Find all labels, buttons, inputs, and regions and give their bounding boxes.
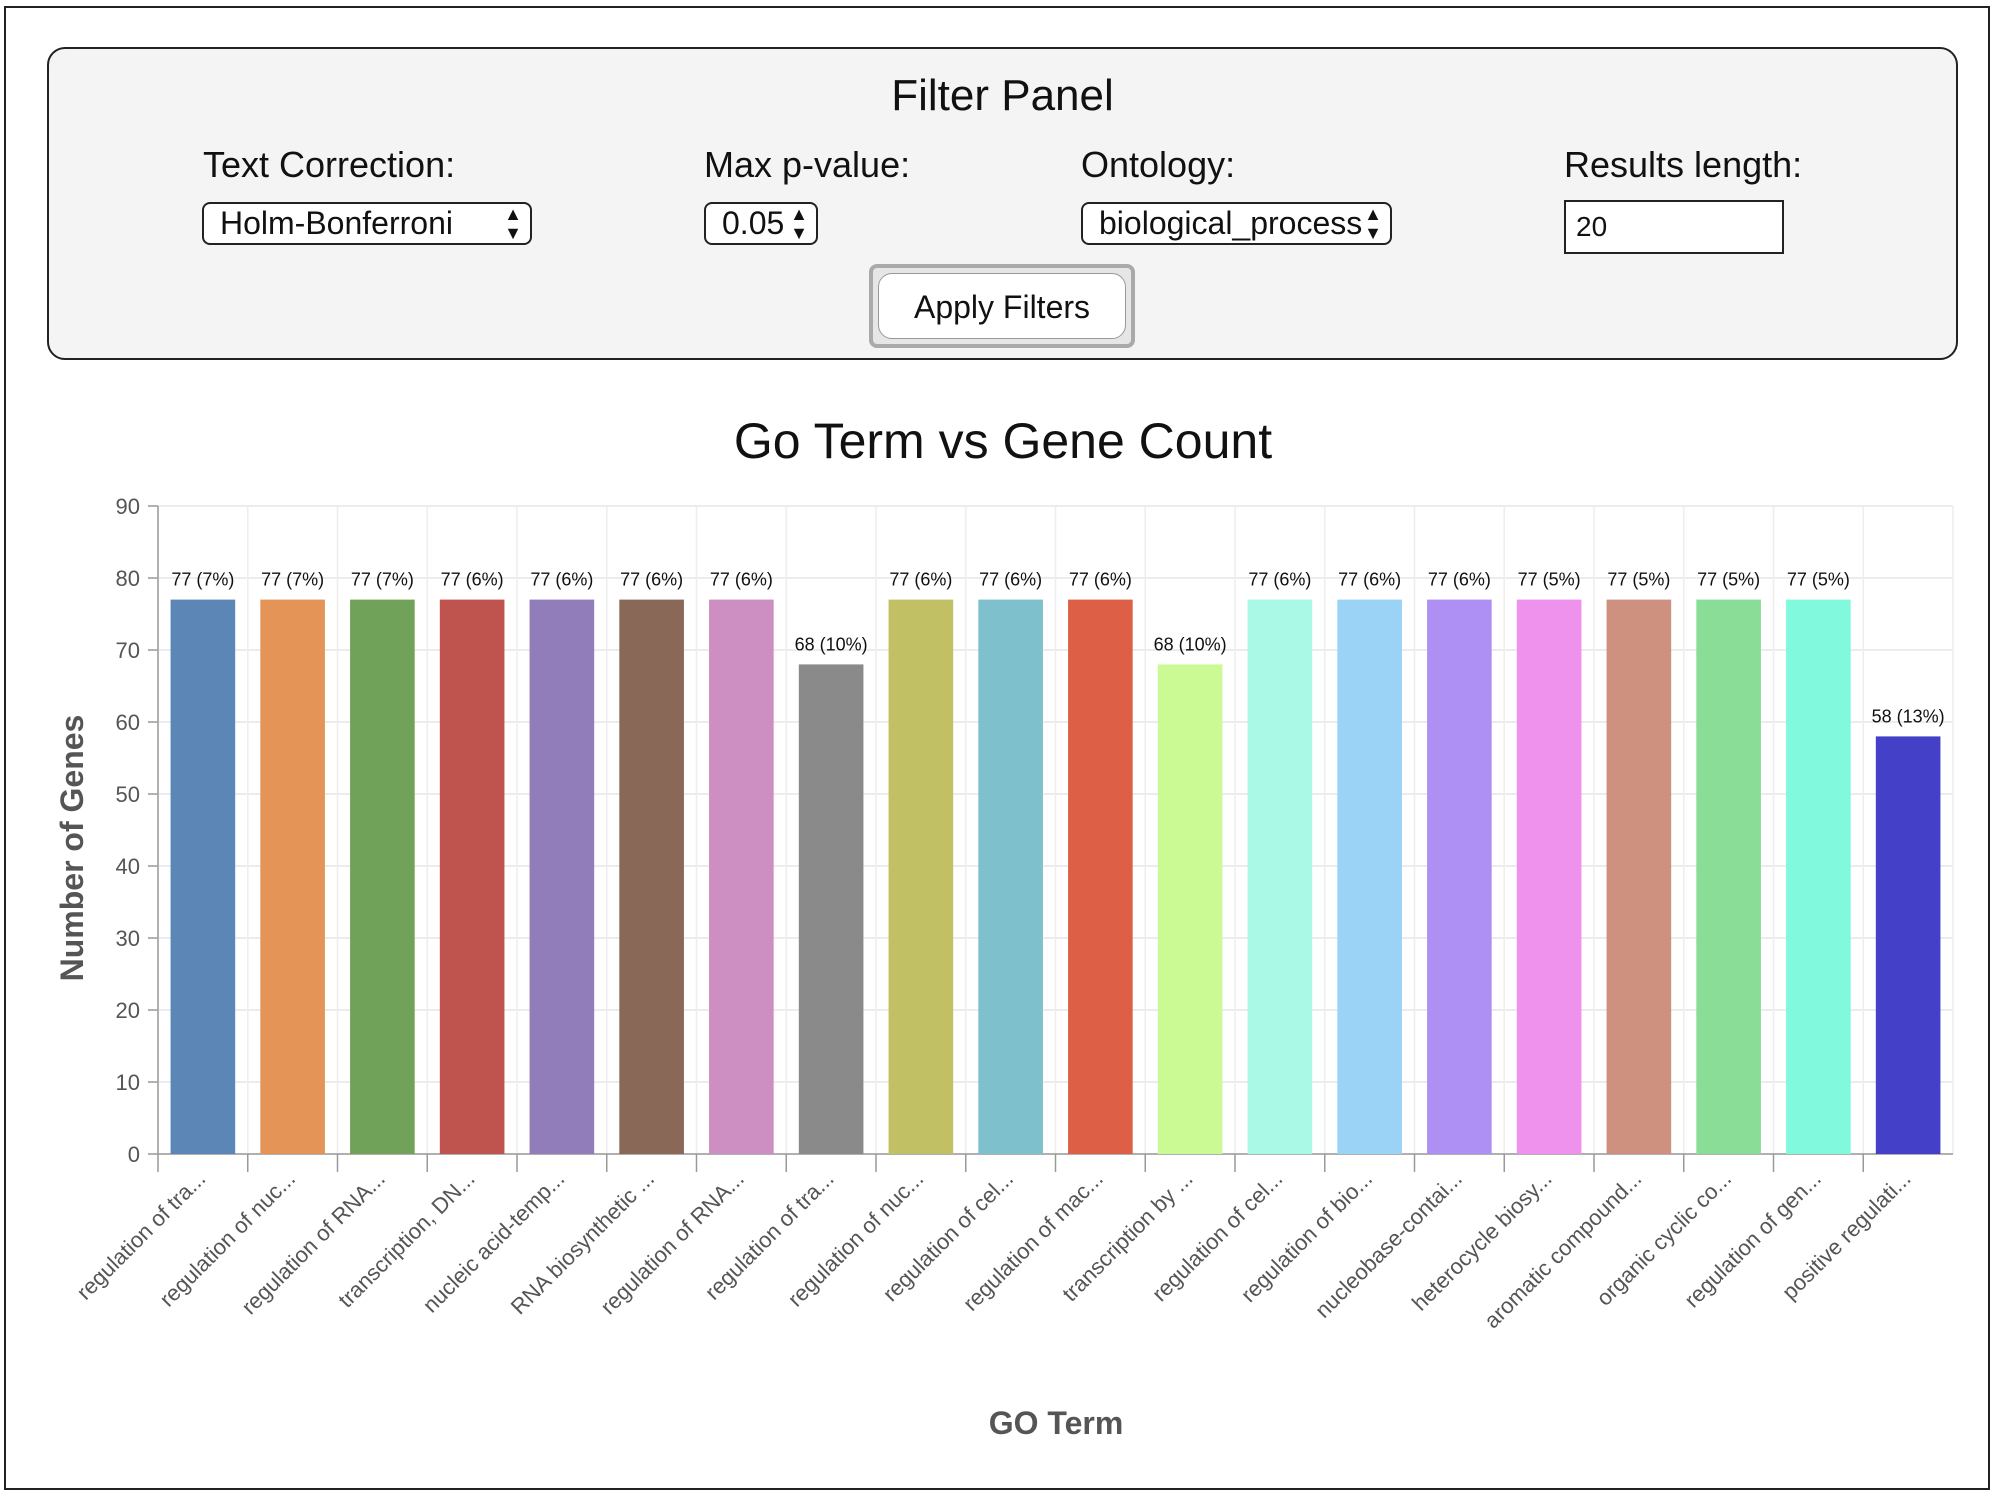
bar-data-label: 77 (5%) <box>1697 570 1760 590</box>
text-correction-value: Holm-Bonferroni <box>220 205 453 241</box>
y-tick-label: 50 <box>116 782 140 807</box>
y-tick-label: 90 <box>116 494 140 519</box>
y-tick-label: 30 <box>116 926 140 951</box>
bar-data-label: 77 (6%) <box>710 570 773 590</box>
bar <box>978 599 1043 1154</box>
bar-data-label: 77 (6%) <box>1428 570 1491 590</box>
bar-data-label: 77 (7%) <box>171 570 234 590</box>
chart-title: Go Term vs Gene Count <box>734 413 1272 469</box>
bar-data-label: 58 (13%) <box>1872 706 1945 726</box>
bar <box>1068 599 1133 1154</box>
bar <box>170 599 236 1154</box>
bar-data-label: 77 (6%) <box>1069 570 1132 590</box>
bar <box>1786 599 1851 1154</box>
ontology-label: Ontology: <box>1081 144 1236 185</box>
bar-data-label: 68 (10%) <box>1154 634 1227 654</box>
bar <box>709 599 774 1154</box>
y-tick-label: 80 <box>116 566 140 591</box>
y-tick-label: 40 <box>116 854 140 879</box>
bar <box>1696 599 1761 1154</box>
bar <box>619 599 684 1154</box>
bar <box>350 599 415 1154</box>
x-tick-label: aromatic compound... <box>1479 1166 1646 1333</box>
bar <box>1247 599 1313 1154</box>
bar <box>529 599 595 1154</box>
max-p-value-label: Max p-value: <box>704 144 911 185</box>
bar <box>439 599 505 1154</box>
bar-data-label: 77 (6%) <box>620 570 683 590</box>
bar-data-label: 77 (5%) <box>1787 570 1850 590</box>
ontology-value: biological_process <box>1099 205 1363 241</box>
bar <box>1427 599 1492 1154</box>
select-arrows-icon: ▲ ▼ <box>504 203 522 243</box>
bar-data-label: 77 (6%) <box>1338 570 1401 590</box>
y-tick-label: 10 <box>116 1070 140 1095</box>
bar-data-label: 77 (6%) <box>1248 570 1311 590</box>
y-axis-title: Number of Genes <box>54 715 90 982</box>
text-correction-select[interactable]: Holm-Bonferroni ▲ ▼ <box>202 202 532 245</box>
y-tick-label: 0 <box>128 1142 140 1167</box>
x-tick-label: nucleobase-contai... <box>1310 1166 1467 1323</box>
bar <box>260 599 325 1154</box>
bar <box>1606 599 1672 1154</box>
bar <box>1516 599 1582 1154</box>
select-arrows-icon: ▲ ▼ <box>790 203 808 243</box>
bar-data-label: 77 (7%) <box>261 570 324 590</box>
bar-data-label: 77 (7%) <box>351 570 414 590</box>
bar <box>1875 736 1941 1154</box>
x-axis-title: GO Term <box>989 1405 1124 1441</box>
ontology-select[interactable]: biological_process ▲ ▼ <box>1081 202 1392 245</box>
bar <box>1157 664 1223 1154</box>
bar-data-label: 77 (6%) <box>889 570 952 590</box>
apply-filters-button[interactable]: Apply Filters <box>878 273 1126 339</box>
app-frame <box>4 6 1990 1490</box>
bar-data-label: 77 (6%) <box>441 570 504 590</box>
results-length-input[interactable]: 20 <box>1564 200 1784 254</box>
y-tick-label: 70 <box>116 638 140 663</box>
max-p-value-select[interactable]: 0.05 ▲ ▼ <box>704 202 818 245</box>
bar-data-label: 68 (10%) <box>795 634 868 654</box>
text-correction-label: Text Correction: <box>203 144 456 185</box>
bar-data-label: 77 (5%) <box>1518 570 1581 590</box>
y-tick-label: 20 <box>116 998 140 1023</box>
bar <box>1337 599 1402 1154</box>
filter-panel-title: Filter Panel <box>891 71 1114 120</box>
bar <box>888 599 954 1154</box>
select-arrows-icon: ▲ ▼ <box>1364 203 1382 243</box>
max-p-value-value: 0.05 <box>722 205 785 241</box>
bar-data-label: 77 (6%) <box>530 570 593 590</box>
bar <box>798 664 864 1154</box>
bar-data-label: 77 (6%) <box>979 570 1042 590</box>
y-tick-label: 60 <box>116 710 140 735</box>
apply-filters-focus-ring: Apply Filters <box>869 264 1135 348</box>
bar-data-label: 77 (5%) <box>1607 570 1670 590</box>
results-length-label: Results length: <box>1564 144 1803 185</box>
